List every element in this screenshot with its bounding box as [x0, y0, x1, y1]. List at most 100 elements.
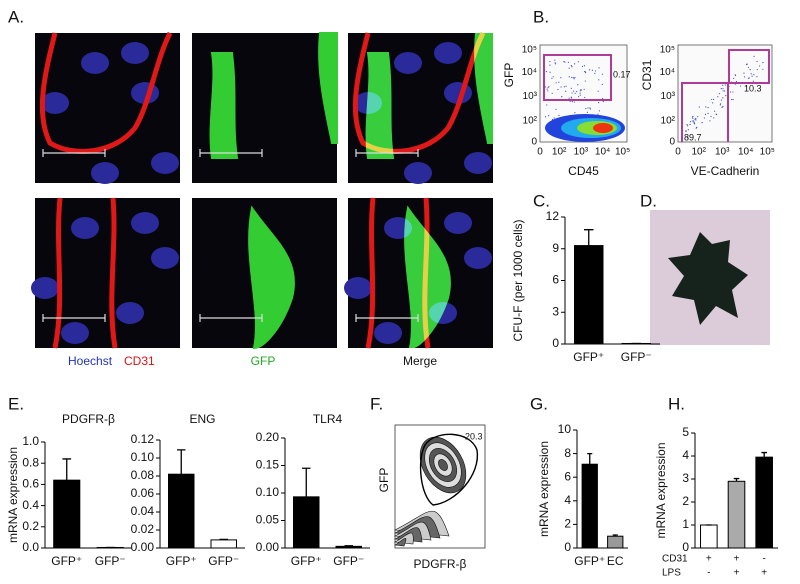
micrograph	[35, 31, 180, 184]
micrograph	[192, 198, 337, 350]
y-axis-label: CD31	[640, 59, 654, 90]
event	[752, 80, 754, 82]
x-tick-label: 10⁴	[595, 147, 610, 158]
event	[703, 117, 705, 119]
y-tick-label: 0.06	[131, 486, 155, 500]
panel-label: F.	[370, 394, 383, 413]
event	[689, 121, 692, 123]
bar	[168, 473, 195, 549]
event	[598, 110, 600, 112]
event	[762, 68, 764, 70]
nucleus	[121, 42, 149, 64]
event	[713, 110, 716, 112]
event	[577, 61, 579, 63]
event	[568, 67, 570, 69]
event	[557, 88, 559, 91]
event	[601, 73, 603, 75]
gfp-cell	[209, 32, 338, 159]
event	[695, 126, 698, 128]
event	[597, 90, 599, 92]
nucleus	[151, 152, 179, 174]
x-tick-label: GFP⁻	[208, 554, 239, 568]
event	[692, 119, 694, 122]
y-tick-label: 0.12	[131, 432, 155, 446]
event	[756, 60, 758, 63]
nucleus	[344, 277, 372, 299]
y-tick-label: 0	[531, 137, 537, 148]
row-label: LPS	[662, 568, 681, 579]
bar	[574, 245, 604, 345]
nucleus	[71, 217, 99, 239]
event	[572, 77, 574, 79]
event	[581, 65, 584, 68]
y-tick-label: 0.6	[22, 477, 39, 491]
x-tick-label: GFP⁺	[166, 554, 197, 568]
event	[694, 118, 696, 120]
event	[747, 77, 750, 79]
x-tick-label: GFP⁻	[621, 350, 652, 364]
event	[739, 85, 742, 87]
micrograph	[344, 197, 493, 350]
bar	[727, 480, 746, 549]
event	[759, 65, 761, 67]
y-tick-label: 0.8	[22, 455, 39, 469]
event	[549, 60, 551, 63]
event	[704, 113, 707, 115]
panel-label: G.	[530, 394, 548, 413]
x-axis-label: PDGFR-β	[414, 557, 467, 571]
y-tick-label: 0	[669, 137, 675, 148]
event	[545, 70, 548, 73]
event	[549, 64, 551, 66]
event	[585, 72, 587, 74]
gfp-cell	[404, 205, 451, 350]
event	[701, 121, 703, 124]
event	[711, 98, 713, 101]
event	[560, 77, 562, 79]
event	[547, 87, 549, 89]
scale-bar	[199, 314, 263, 322]
event	[719, 103, 722, 105]
gate	[728, 49, 770, 84]
y-tick-label: 0.0	[22, 540, 39, 554]
event	[710, 115, 712, 118]
vessel	[39, 31, 173, 154]
x-axis-label: VE-Cadherin	[691, 164, 760, 178]
event	[712, 102, 714, 104]
error-bar	[733, 477, 740, 482]
event	[568, 76, 570, 78]
event	[686, 137, 688, 139]
event	[554, 62, 556, 64]
panel-label: D.	[640, 191, 657, 210]
event	[743, 76, 746, 78]
y-tick-label: 2	[564, 517, 571, 531]
bar	[293, 496, 320, 549]
event	[558, 81, 560, 83]
event	[746, 63, 748, 65]
y-tick-label: 0.15	[256, 458, 280, 472]
event	[574, 77, 576, 79]
event	[692, 117, 694, 119]
event	[564, 61, 566, 63]
event	[579, 94, 581, 96]
event	[589, 107, 591, 109]
event	[547, 90, 549, 92]
event	[563, 86, 566, 88]
y-tick-label: 10²	[661, 115, 676, 126]
event	[573, 78, 575, 80]
y-tick-label: 10⁵	[660, 44, 675, 55]
y-tick-label: 0.10	[256, 485, 280, 499]
y-tick-label: 0	[564, 540, 571, 554]
treatment-sign: +	[706, 554, 712, 565]
y-tick-label: 0.04	[131, 504, 155, 518]
vessel	[352, 31, 486, 154]
gate-value: 0.17	[613, 69, 631, 79]
event	[601, 83, 603, 85]
event	[707, 107, 709, 109]
y-axis-label: mRNA expression	[6, 447, 20, 543]
event	[553, 117, 555, 119]
event	[571, 66, 573, 68]
event	[570, 96, 572, 98]
y-tick-label: 10	[558, 422, 572, 436]
y-tick-label: 6	[564, 469, 571, 483]
